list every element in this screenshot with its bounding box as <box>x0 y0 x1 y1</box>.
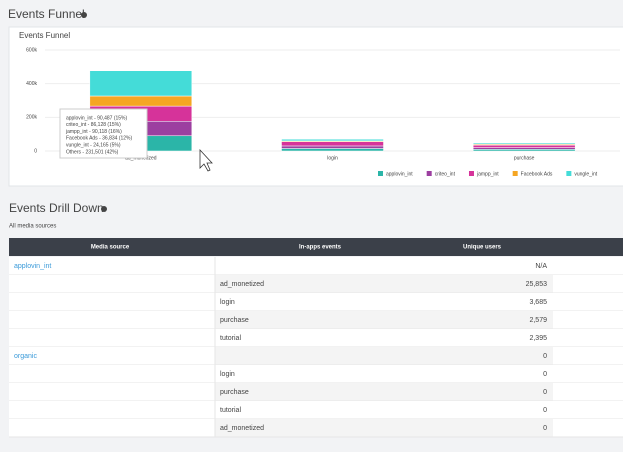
unique-users: 0 <box>543 389 547 396</box>
event-name: ad_monetized <box>220 281 264 288</box>
bar-segment <box>281 148 384 152</box>
bar-segment <box>89 70 193 97</box>
table-header <box>9 238 623 256</box>
legend-swatch <box>512 171 518 176</box>
unique-users: N/A <box>535 263 547 270</box>
y-tick-label: 400k <box>26 81 37 87</box>
unique-users: 0 <box>543 371 547 378</box>
event-name: login <box>220 371 235 378</box>
legend-swatch <box>468 171 474 176</box>
bar-segment <box>281 145 384 149</box>
row-cell-bg <box>215 275 553 293</box>
tooltip-line: Facebook Ads - 36,834 (12%) <box>66 136 132 142</box>
tooltip <box>59 108 148 159</box>
legend-label: jampp_int <box>476 171 499 177</box>
unique-users: 0 <box>543 353 547 360</box>
unique-users: 3,685 <box>529 299 547 306</box>
column-header: Unique users <box>463 245 502 251</box>
row-cell-bg <box>215 329 553 347</box>
tooltip-line: Others - 231,501 (42%) <box>66 149 119 155</box>
media-source[interactable]: applovin_int <box>14 263 51 270</box>
row-cell-bg <box>215 401 553 419</box>
tooltip-line: jampp_int - 90,118 (16%) <box>65 129 122 135</box>
chart: 0200k400k600kad_monetizedloginpurchaseap… <box>26 47 620 177</box>
subtitle: All media sources <box>9 224 56 230</box>
y-tick-label: 0 <box>34 148 37 154</box>
column-header: Media source <box>91 245 130 251</box>
legend-swatch <box>378 171 383 176</box>
legend-label: applovin_int <box>386 171 413 177</box>
tooltip-line: applovin_int - 90,487 (15%) <box>66 115 127 121</box>
event-name: purchase <box>220 317 249 324</box>
legend-label: Facebook Ads <box>521 171 553 177</box>
chart-title: Events Funnel <box>19 31 70 40</box>
row-cell-bg <box>215 257 553 275</box>
event-name: ad_monetized <box>220 425 264 432</box>
y-tick-label: 600k <box>26 47 37 53</box>
table: Media source In-apps events Unique users ap… <box>9 238 623 438</box>
event-name: tutorial <box>220 335 241 342</box>
legend-swatch <box>566 171 572 176</box>
row-cell-bg <box>215 383 553 401</box>
info-icon[interactable] <box>81 12 87 18</box>
unique-users: 0 <box>543 407 547 414</box>
row-cell-bg <box>215 347 553 365</box>
legend-label: vungle_int <box>574 171 597 177</box>
unique-users: 25,853 <box>526 281 548 288</box>
x-tick-label: purchase <box>514 155 535 161</box>
bar-segment <box>472 147 576 150</box>
row-cell-bg <box>215 311 553 329</box>
unique-users: 2,395 <box>529 335 547 342</box>
bar-segment <box>281 138 384 142</box>
media-source[interactable]: organic <box>14 353 37 360</box>
event-name: tutorial <box>220 407 241 414</box>
cursor <box>199 148 213 172</box>
legend-label: criteo_int <box>435 171 456 177</box>
unique-users: 2,579 <box>529 317 547 324</box>
tooltip-line: vungle_int - 24,165 (5%) <box>66 143 121 149</box>
section-title: Events Drill Down <box>9 201 104 215</box>
bar-segment <box>472 144 576 148</box>
column-header: In-apps events <box>299 245 342 251</box>
tooltip-line: criteo_int - 86,128 (15%) <box>66 122 121 128</box>
bar-segment <box>281 141 384 147</box>
y-tick-label: 200k <box>26 115 37 121</box>
legend-swatch <box>426 171 432 176</box>
row-cell-bg <box>215 365 553 383</box>
section-title: Events Funnel <box>8 7 85 21</box>
row-cell-bg <box>215 293 553 311</box>
bar-segment <box>472 142 576 145</box>
event-name: login <box>220 299 235 306</box>
bar-segment <box>472 149 576 152</box>
row-cell-bg <box>215 419 553 437</box>
info-icon[interactable] <box>101 206 107 212</box>
unique-users: 0 <box>543 425 547 432</box>
event-name: purchase <box>220 389 249 396</box>
bar-segment <box>89 95 193 107</box>
x-tick-label: login <box>327 155 338 161</box>
